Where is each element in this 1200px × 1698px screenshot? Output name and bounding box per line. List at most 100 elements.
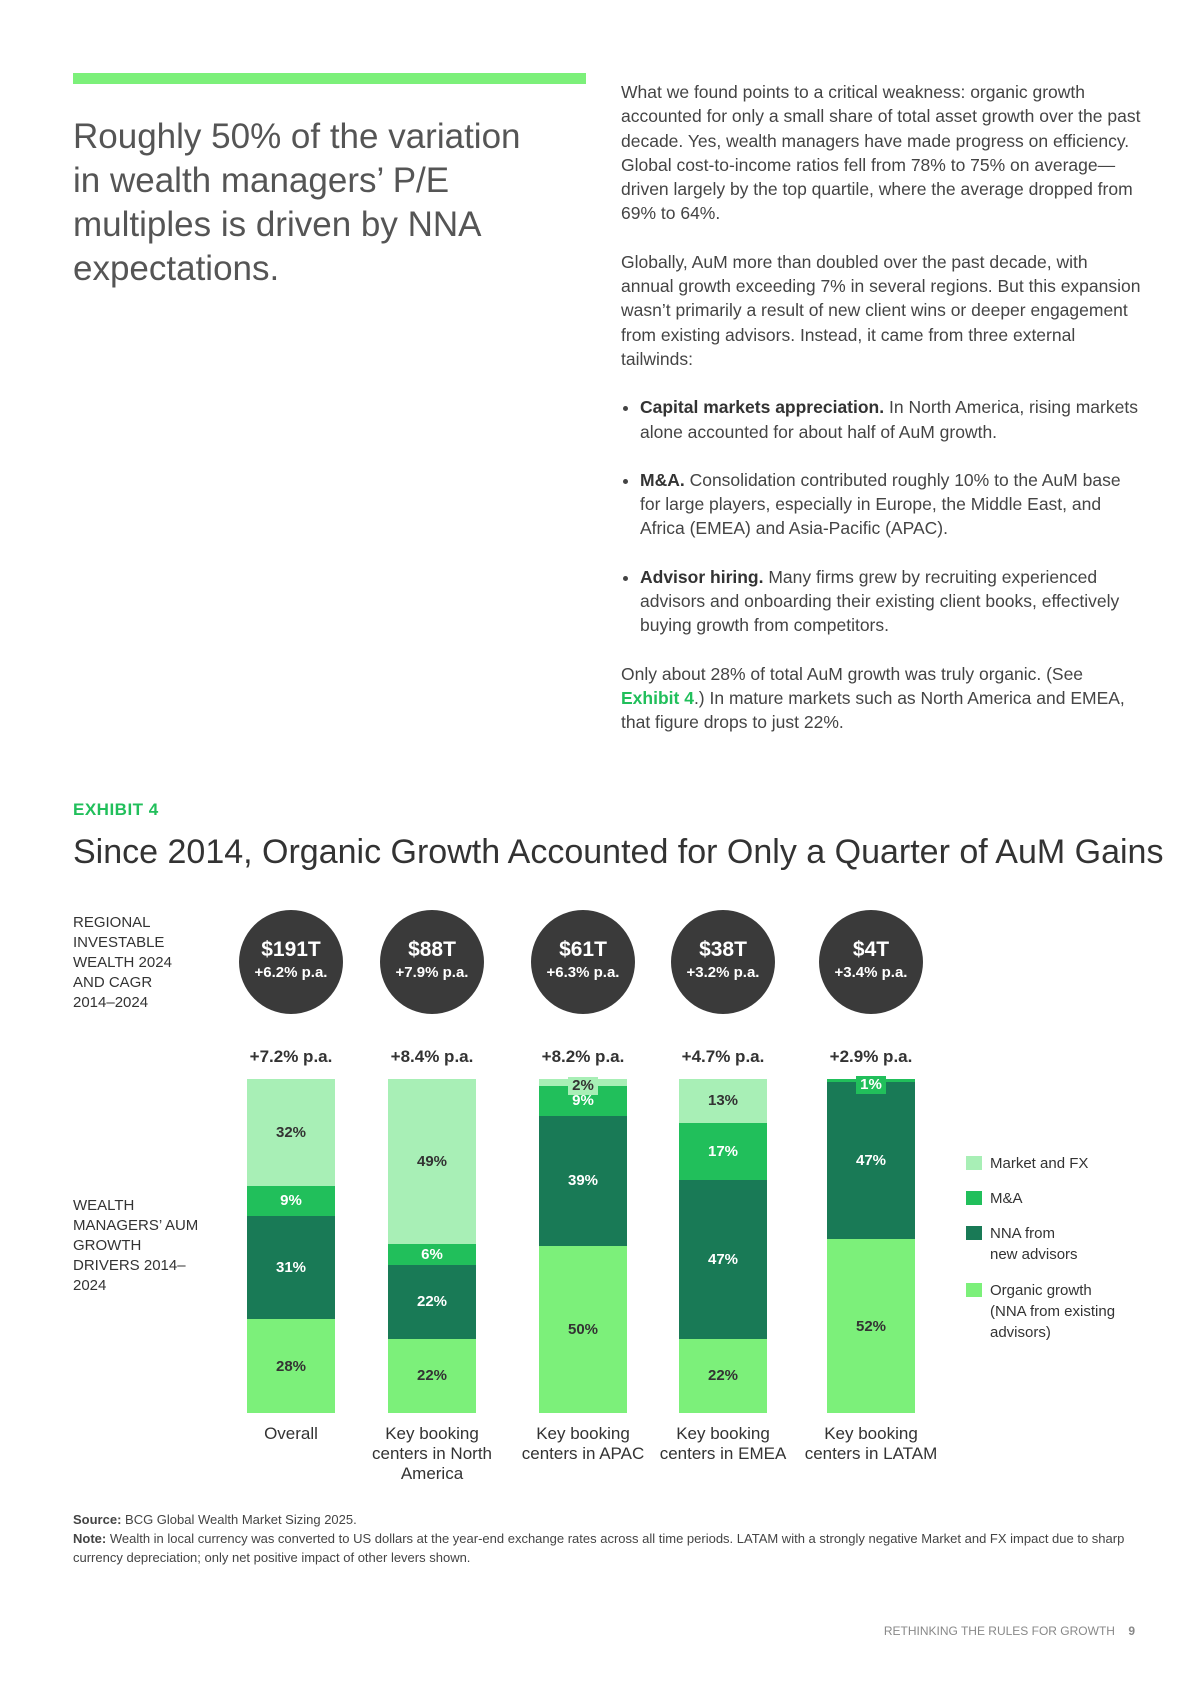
- running-title: RETHINKING THE RULES FOR GROWTH: [883, 1624, 1115, 1638]
- bar-stack: 22% 47% 17% 13%: [679, 1079, 767, 1413]
- source-label: Source:: [73, 1512, 122, 1527]
- bullet-title: Capital markets appreciation.: [640, 397, 885, 418]
- wealth-value: $38T: [699, 938, 747, 961]
- data-label: 39%: [567, 1172, 599, 1190]
- legend-item-organic: Organic growth (NNA from existing adviso…: [966, 1280, 1116, 1343]
- body-text: What we found points to a critical weakn…: [621, 80, 1141, 759]
- bar-segment-market-fx: 2%: [539, 1077, 627, 1096]
- bullet-title: M&A.: [640, 469, 685, 490]
- bar-segment-nna-new: 47%: [679, 1180, 767, 1339]
- source-note: Source: BCG Global Wealth Market Sizing …: [73, 1510, 1133, 1567]
- pull-quote: Roughly 50% of the variation in wealth m…: [73, 117, 521, 288]
- wealth-value: $88T: [408, 938, 456, 961]
- category-label: Key booking centers in EMEA: [659, 1424, 787, 1463]
- bar-segment-nna-new: 47%: [827, 1082, 915, 1240]
- bar-segment-organic: 22%: [679, 1338, 767, 1413]
- bar-segment-nna-new: 22%: [388, 1264, 476, 1339]
- bar-segment-ma: 1%: [827, 1075, 915, 1094]
- aum-cagr-label: +8.4% p.a.: [390, 1047, 474, 1066]
- list-item: Capital markets appreciation. In North A…: [640, 395, 1141, 444]
- data-label: 9%: [572, 1092, 594, 1110]
- legend-label: NNA from new advisors: [990, 1225, 1078, 1263]
- list-item: M&A. Consolidation contributed roughly 1…: [640, 468, 1141, 541]
- legend-item-nna-new: NNA from new advisors: [966, 1223, 1086, 1265]
- data-label: 2%: [568, 1077, 598, 1096]
- data-label: 1%: [856, 1075, 886, 1094]
- legend-item-ma: M&A: [966, 1188, 1023, 1209]
- legend-swatch: [966, 1226, 982, 1240]
- bar-segment-ma: 6%: [388, 1244, 476, 1265]
- legend-swatch: [966, 1191, 982, 1205]
- chart-title: Since 2014, Organic Growth Accounted for…: [73, 833, 1164, 871]
- bullet-text: Consolidation contributed roughly 10% to…: [640, 469, 1121, 539]
- wealth-cagr: +7.9% p.a.: [395, 964, 469, 981]
- paragraph: Only about 28% of total AuM growth was t…: [621, 662, 1141, 735]
- wealth-circle: $4T +3.4% p.a.: [819, 910, 923, 1014]
- wealth-value: $191T: [261, 938, 321, 961]
- legend-label: Market and FX: [990, 1155, 1089, 1172]
- bar-segment-ma: 9%: [539, 1085, 627, 1116]
- data-label: 49%: [416, 1153, 448, 1171]
- note-label: Note:: [73, 1531, 107, 1546]
- bar-segment-nna-new: 39%: [539, 1115, 627, 1246]
- data-label: 47%: [855, 1152, 887, 1170]
- legend-item-market-fx: Market and FX: [966, 1153, 1088, 1174]
- wealth-circle: $38T +3.2% p.a.: [671, 910, 775, 1014]
- wealth-circle: $88T +7.9% p.a.: [380, 910, 484, 1014]
- bar-stack: 28% 31% 9% 32%: [247, 1079, 335, 1413]
- list-item: Advisor hiring. Many firms grew by recru…: [640, 565, 1141, 638]
- bullet-title: Advisor hiring.: [640, 566, 764, 587]
- legend-swatch: [966, 1283, 982, 1297]
- note-text: Wealth in local currency was converted t…: [73, 1531, 1125, 1565]
- text: Only about 28% of total AuM growth was t…: [621, 663, 1084, 684]
- bullet-list: Capital markets appreciation. In North A…: [621, 395, 1141, 637]
- data-label: 22%: [416, 1367, 448, 1385]
- bar-stack: 52% 47% 1%: [827, 1075, 915, 1413]
- category-label: Key booking centers in APAC: [521, 1424, 645, 1463]
- category-label: Overall: [264, 1424, 318, 1443]
- bullet-text: Many firms grew by recruiting experience…: [640, 566, 1120, 636]
- paragraph: Globally, AuM more than doubled over the…: [621, 251, 1141, 369]
- legend-label: Organic growth (NNA from existing adviso…: [990, 1282, 1116, 1341]
- text: .) In mature markets such as North Ameri…: [621, 687, 1125, 733]
- data-label: 17%: [707, 1143, 739, 1161]
- bar-segment-market-fx: 49%: [388, 1079, 476, 1245]
- category-label: Key booking centers in North America: [372, 1424, 492, 1483]
- bar-segment-market-fx: 32%: [247, 1079, 335, 1186]
- drivers-label: WEALTH MANAGERS’ AUM GROWTH DRIVERS 2014…: [73, 1197, 199, 1294]
- aum-cagr-label: +8.2% p.a.: [541, 1047, 625, 1066]
- wealth-value: $4T: [852, 938, 890, 961]
- accent-bar: [73, 73, 586, 84]
- legend-label: M&A: [990, 1190, 1023, 1207]
- bar-stack: 50% 39% 9% 2%: [539, 1077, 627, 1413]
- data-label: 28%: [275, 1357, 307, 1375]
- exhibit-label: EXHIBIT 4: [73, 800, 159, 819]
- wealth-circle: $61T +6.3% p.a.: [531, 910, 635, 1014]
- data-label: 31%: [275, 1259, 307, 1277]
- source-text: BCG Global Wealth Market Sizing 2025.: [121, 1512, 357, 1527]
- exhibit-link[interactable]: Exhibit 4: [621, 687, 694, 708]
- bar-segment-organic: 22%: [388, 1338, 476, 1413]
- wealth-cagr: +6.3% p.a.: [546, 964, 620, 981]
- bar-segment-organic: 28%: [247, 1319, 335, 1413]
- wealth-circle: $191T +6.2% p.a.: [239, 910, 343, 1014]
- data-label: 6%: [421, 1245, 443, 1263]
- aum-cagr-label: +2.9% p.a.: [829, 1047, 913, 1066]
- legend-swatch: [966, 1156, 982, 1170]
- wealth-label: REGIONAL INVESTABLE WEALTH 2024 AND CAGR…: [73, 914, 172, 1011]
- data-label: 50%: [567, 1321, 599, 1338]
- paragraph: What we found points to a critical weakn…: [621, 82, 1141, 224]
- data-label: 9%: [280, 1192, 302, 1210]
- bar-stack: 22% 22% 6% 49%: [388, 1079, 476, 1413]
- wealth-cagr: +3.2% p.a.: [686, 964, 760, 981]
- aum-cagr-label: +4.7% p.a.: [681, 1047, 765, 1066]
- bar-segment-nna-new: 31%: [247, 1215, 335, 1320]
- data-label: 32%: [275, 1123, 307, 1141]
- bar-segment-market-fx: 13%: [679, 1079, 767, 1123]
- category-label: Key booking centers in LATAM: [804, 1424, 938, 1463]
- bar-segment-organic: 50%: [539, 1246, 627, 1413]
- data-label: 22%: [707, 1367, 739, 1385]
- wealth-cagr: +6.2% p.a.: [254, 964, 328, 981]
- wealth-cagr: +3.4% p.a.: [834, 964, 908, 981]
